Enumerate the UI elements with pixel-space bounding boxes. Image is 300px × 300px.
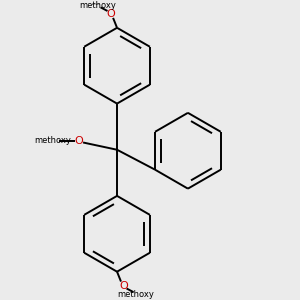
Text: methyl: methyl xyxy=(95,4,101,5)
Text: O: O xyxy=(75,136,83,146)
Text: methoxy: methoxy xyxy=(92,4,98,5)
Text: methoxy: methoxy xyxy=(118,290,154,299)
Text: O: O xyxy=(119,280,128,290)
Text: methoxy: methoxy xyxy=(34,136,71,145)
Text: methoxy: methoxy xyxy=(79,1,116,10)
Text: O: O xyxy=(106,9,115,19)
